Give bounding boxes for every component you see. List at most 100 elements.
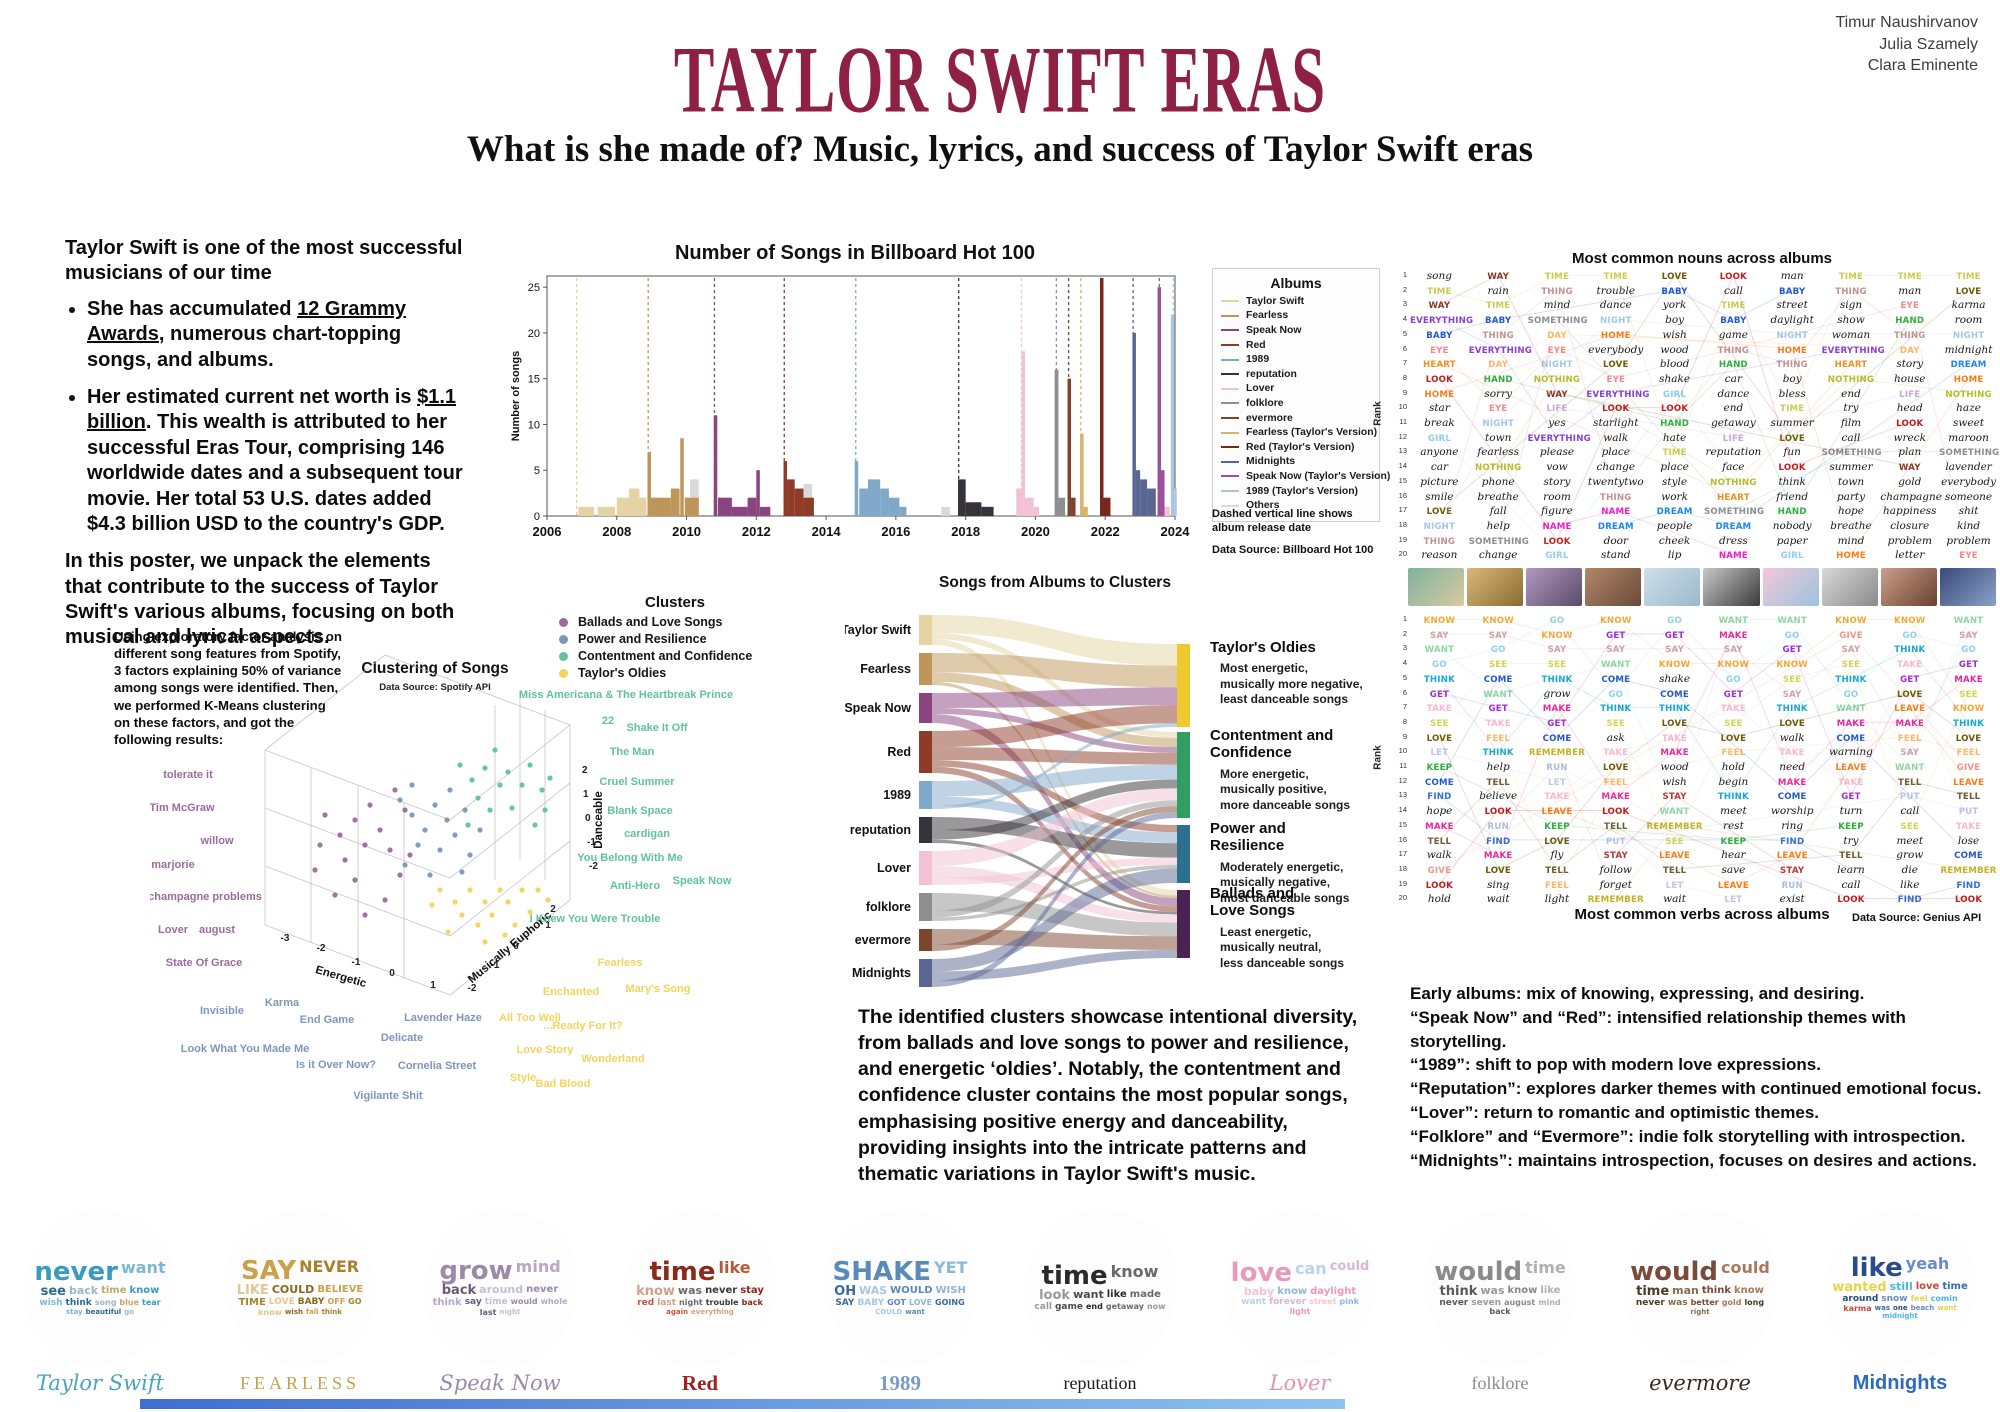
- noun-cell: NIGHT: [1482, 419, 1514, 430]
- nouns-table: 1 song WAY TIME TIME LOVE LOOK man TIME TIME TIME 2…: [1394, 268, 2000, 562]
- noun-cell: HAND: [1777, 507, 1807, 518]
- verb-cell: GO: [1726, 674, 1741, 685]
- album-node: [919, 959, 932, 987]
- author-name: Timur Naushirvanov: [1835, 14, 1978, 31]
- poster-subtitle: What is she made of? Music, lyrics, and …: [466, 129, 1534, 170]
- legend-line-swatch: [1221, 387, 1239, 390]
- verb-cell: TELL: [1839, 851, 1863, 862]
- verb-cell: COME: [1483, 674, 1513, 685]
- verb-cell: LOOK: [1602, 807, 1630, 818]
- noun-cell: HOME: [1777, 345, 1808, 356]
- verb-cell: SEE: [1488, 660, 1508, 671]
- theme-line: “Speak Now” and “Red”: intensified relat…: [1410, 1007, 1906, 1051]
- wordcloud-item: love can could baby know daylight want forever s…: [1200, 1198, 1400, 1400]
- noun-cell: LOOK: [1660, 404, 1689, 415]
- legend-line-swatch: [1221, 373, 1239, 376]
- noun-cell: LOVE: [1426, 507, 1453, 518]
- verb-cell: MAKE: [1660, 748, 1689, 759]
- noun-cell: boy: [1665, 314, 1685, 327]
- album-node: [919, 893, 932, 921]
- wordcloud-album-label: reputation: [1063, 1372, 1137, 1393]
- verb-cell: wait: [1663, 893, 1686, 906]
- noun-cell: everybody: [1588, 343, 1644, 356]
- legend-label: Taylor Swift: [1246, 295, 1305, 307]
- billboard-bar: [1157, 287, 1162, 516]
- song-point: [539, 787, 545, 793]
- rank-number: 20: [1398, 549, 1407, 559]
- clusters-paragraph: The identified clusters showcase intenti…: [858, 1006, 1358, 1185]
- svg-text:-1: -1: [587, 837, 596, 848]
- song-label: Delicate: [381, 1032, 423, 1044]
- verb-cell: PUT: [1958, 807, 1979, 818]
- song-point: [352, 877, 358, 883]
- verb-cell: KNOW: [1423, 616, 1456, 626]
- album-node-label: evermore: [855, 933, 911, 947]
- verb-cell: LET: [1430, 748, 1449, 759]
- sankey-flow: [932, 864, 1177, 921]
- noun-cell: NIGHT: [1952, 330, 1985, 341]
- noun-cell: EYE: [1900, 301, 1920, 312]
- noun-cell: TIME: [1721, 301, 1746, 312]
- svg-text:0: 0: [534, 511, 540, 523]
- noun-cell: nobody: [1772, 519, 1812, 532]
- verb-cell: PUT: [1605, 836, 1626, 847]
- song-point: [512, 922, 518, 928]
- billboard-bar: [1161, 470, 1165, 516]
- noun-cell: problem: [1887, 534, 1932, 547]
- verb-cell: LOVE: [1544, 836, 1570, 847]
- verb-cell: MAKE: [1601, 792, 1631, 803]
- verb-cell: MAKE: [1954, 674, 1983, 685]
- album-node-label: Taylor Swift: [845, 623, 912, 637]
- noun-cell: man: [1898, 284, 1922, 297]
- song-label: Lavender Haze: [404, 1012, 482, 1024]
- noun-cell: EVERYTHING: [1821, 345, 1885, 356]
- song-point: [505, 899, 511, 905]
- noun-cell: everybody: [1941, 475, 1997, 488]
- verb-cell: FEEL: [1603, 777, 1628, 788]
- verb-cell: SEE: [1606, 718, 1626, 729]
- billboard-bar: [1132, 332, 1136, 516]
- noun-cell: please: [1539, 446, 1575, 459]
- verb-cell: light: [1544, 893, 1570, 906]
- billboard-bar: [680, 438, 684, 516]
- noun-cell: SOMETHING: [1821, 448, 1882, 459]
- billboard-chart-title: Number of Songs in Billboard Hot 100: [674, 242, 1036, 264]
- noun-cell: sorry: [1484, 387, 1513, 400]
- wordcloud-item: like yeah wanted still love time around snow fee…: [1800, 1198, 2000, 1400]
- cluster-legend-label: Taylor's Oldies: [578, 666, 667, 680]
- verb-cell: SEE: [1782, 674, 1802, 685]
- svg-text:2024: 2024: [1161, 524, 1191, 539]
- verb-cell: KNOW: [1894, 616, 1926, 626]
- legend-label: reputation: [1246, 368, 1297, 380]
- cluster-name: Contentment and Confidence: [1210, 727, 1334, 762]
- sankey-flow: [932, 747, 1177, 765]
- billboard-bar: [783, 461, 788, 516]
- rank-number: 3: [1402, 299, 1407, 309]
- album-node-label: folklore: [866, 900, 911, 914]
- noun-cell: HAND: [1718, 360, 1748, 371]
- noun-cell: fall: [1489, 505, 1507, 518]
- verb-cell: FEEL: [1486, 733, 1511, 744]
- verb-cell: GO: [1490, 645, 1506, 656]
- sankey-flow: [932, 779, 1177, 840]
- svg-text:0: 0: [389, 968, 395, 979]
- verb-cell: WANT: [1600, 660, 1631, 671]
- wordcloud-item: time know look want like made call game end getaw…: [1000, 1198, 1200, 1400]
- theme-line: “Folklore” and “Evermore”: indie folk st…: [1410, 1126, 1966, 1146]
- rank-number: 16: [1398, 490, 1407, 500]
- legend-label: Fearless (Taylor's Version): [1246, 427, 1378, 439]
- song-point: [422, 827, 428, 833]
- verb-cell: TAKE: [1779, 748, 1805, 759]
- noun-cell: song: [1426, 270, 1452, 282]
- billboard-legend-item: 1989 (Taylor's Version): [1221, 484, 1371, 499]
- legend-line-swatch: [1221, 358, 1239, 361]
- song-point: [459, 869, 465, 875]
- wordcloud-item: SHAKE YET OH WAS WOULD WISH SAY BABY GOT LOVE GOIN…: [800, 1198, 1000, 1400]
- wordcloud-strip: never want see back time know wish think song blu…: [0, 1198, 2000, 1400]
- wordcloud-album-label: Red: [681, 1370, 719, 1395]
- verb-cell: THINK: [1776, 704, 1808, 715]
- verb-cell: WANT: [1894, 763, 1925, 774]
- noun-cell: HEART: [1716, 492, 1750, 503]
- svg-text:2008: 2008: [602, 524, 631, 539]
